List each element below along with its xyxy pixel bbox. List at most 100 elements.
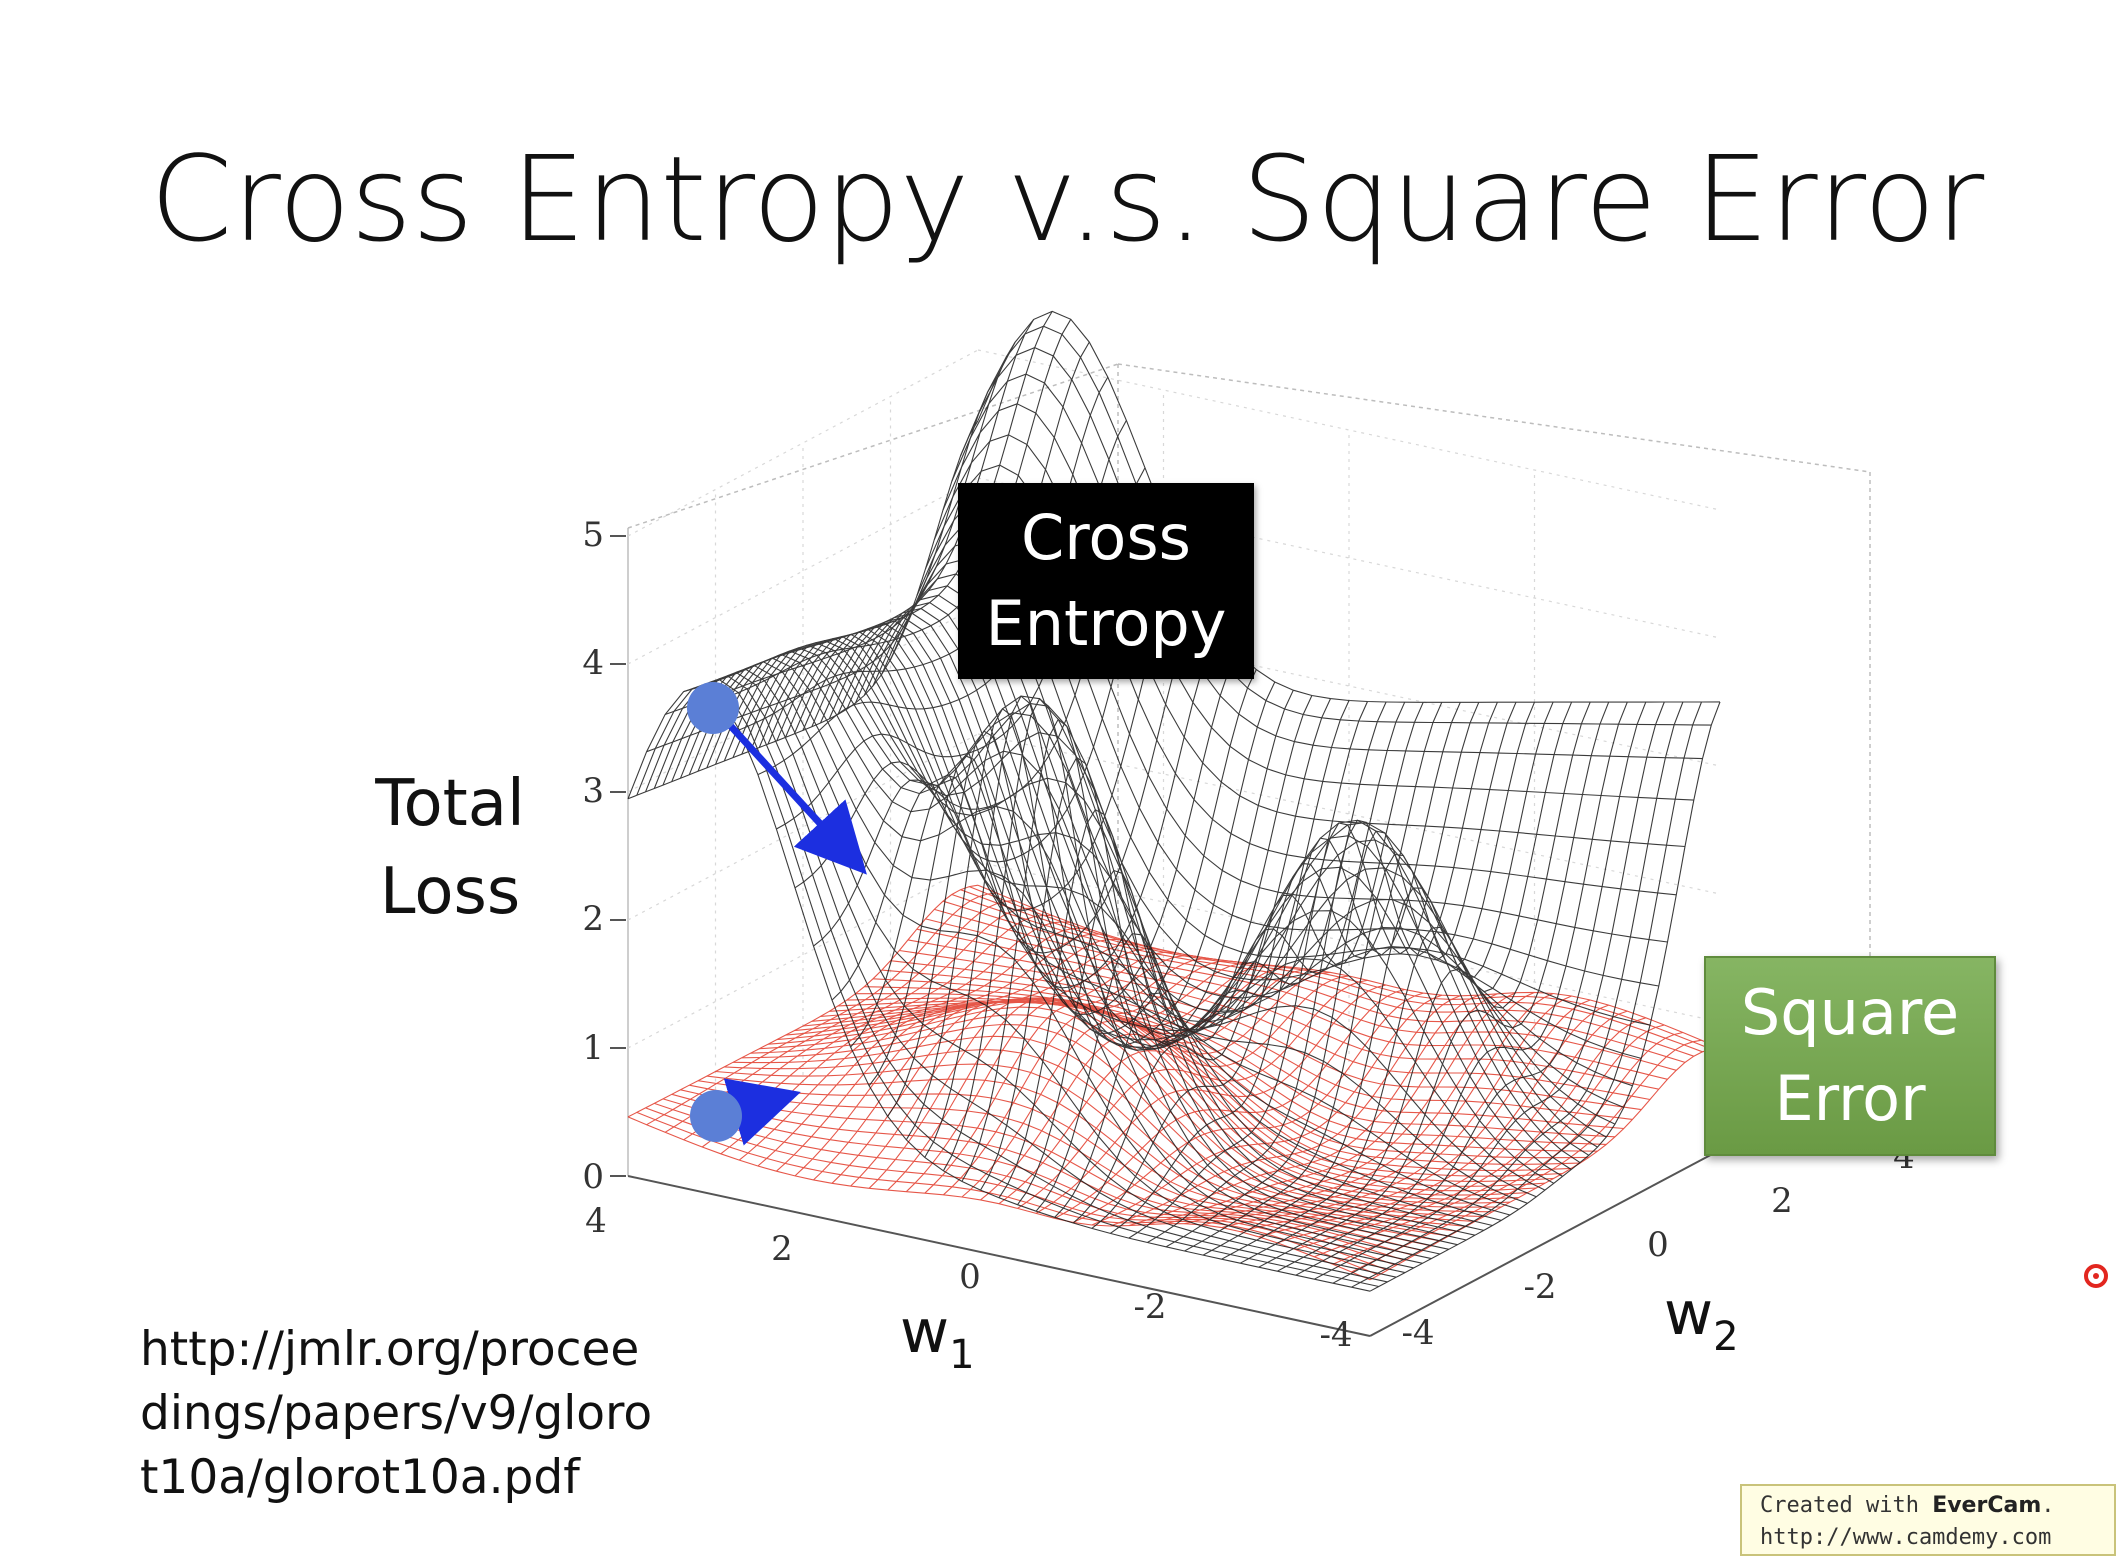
recording-cursor-icon	[2084, 1264, 2108, 1288]
mesh-red-line-w2-18	[785, 997, 1528, 1196]
z-tick-5: 5	[582, 515, 604, 555]
square-error-marker	[690, 1090, 742, 1142]
mesh-red-line-w2-27	[864, 986, 1607, 1145]
z-axis-label-line1: Total	[375, 767, 525, 841]
mesh-black-line-w2-23	[828, 616, 1572, 1170]
mesh-red-line-w1-24	[1072, 992, 1424, 1223]
mesh-red-line-w2-6	[680, 1089, 1423, 1252]
mesh-black-line-w2-14	[749, 640, 1493, 1227]
w1-tick-neg2: -2	[1133, 1287, 1166, 1327]
evercam-url: http://www.camdemy.com	[1760, 1525, 2052, 1550]
mesh-black-line-w2-24	[837, 612, 1581, 1164]
mesh-black-line-w2-0	[627, 685, 1371, 1292]
mesh-red-line-w2-8	[697, 1080, 1441, 1242]
grid-z4-left	[627, 477, 979, 665]
z-ticks: 0 1 2 3 4 5	[582, 515, 604, 1197]
grid-z1-right	[977, 861, 1721, 1023]
evercam-watermark: Created with EverCam. http://www.camdemy…	[1740, 1484, 2116, 1556]
cross-entropy-mesh	[627, 310, 1721, 1292]
evercam-suffix: .	[2041, 1493, 2055, 1518]
z-tick-2: 2	[582, 899, 604, 939]
mesh-black-line-w2-16	[767, 635, 1511, 1216]
square-error-tag-line2: Error	[1774, 1062, 1926, 1135]
mesh-black-line-w2-10	[714, 650, 1458, 1246]
evercam-brand: EverCam	[1932, 1493, 2042, 1518]
z-tick-3: 3	[582, 771, 604, 811]
mesh-red-line-w2-2	[645, 1107, 1388, 1271]
mesh-red-line-w2-21	[811, 1000, 1554, 1182]
z-axis-label-line2: Loss	[379, 855, 521, 929]
mesh-black-line-w2-22	[819, 620, 1563, 1177]
mesh-black-line-w2-4	[662, 672, 1406, 1274]
w1-ticks: 4 2 0 -2 -4	[585, 1201, 1352, 1355]
w1-tick-0: 0	[959, 1257, 981, 1297]
reference-url[interactable]: http://jmlr.org/proceedings/papers/v9/gl…	[140, 1322, 653, 1505]
mesh-red-line-w2-7	[689, 1084, 1432, 1247]
grid-z3-right	[977, 605, 1721, 767]
w1-tick-4: 4	[585, 1201, 607, 1241]
w2-axis-line	[1369, 1149, 1721, 1337]
grid-z5-left	[627, 349, 979, 537]
mesh-red-line-w2-32	[907, 939, 1651, 1101]
slide-title: Cross Entropy v.s. Square Error	[150, 130, 1985, 268]
grid-z3-left	[627, 605, 979, 793]
cross-entropy-gradient-arrow	[713, 707, 867, 875]
z-tick-4: 4	[582, 643, 604, 683]
mesh-black-line-w1-15	[905, 669, 1257, 1141]
mesh-red-line-w2-23	[829, 1001, 1572, 1172]
w1-tick-neg4: -4	[1319, 1315, 1352, 1355]
mesh-black-line-w2-5	[671, 668, 1414, 1269]
axis-labels: w1 w2	[900, 1279, 1739, 1378]
mesh-red-line-w2-38	[960, 889, 1703, 1053]
mesh-red-line-w2-1	[636, 1111, 1380, 1276]
w2-tick-neg4: -4	[1401, 1313, 1434, 1353]
evercam-line1: Created with EverCam.	[1760, 1490, 2114, 1522]
mesh-red-line-w2-10	[715, 1063, 1458, 1232]
back-gridlines	[627, 349, 1721, 1130]
box-edge-top-left	[627, 363, 1119, 529]
mesh-black-line-w2-15	[758, 637, 1502, 1221]
cross-entropy-tag-line2: Entropy	[985, 587, 1227, 660]
mesh-black-line-w2-40	[977, 310, 1721, 703]
mesh-black-line-w2-11	[723, 647, 1467, 1241]
mesh-red-line-w2-39	[969, 886, 1712, 1050]
mesh-red-line-w2-34	[925, 918, 1668, 1080]
evercam-prefix: Created with	[1760, 1493, 1933, 1518]
mesh-black-line-w2-18	[784, 631, 1528, 1204]
z-tick-0: 0	[582, 1157, 604, 1197]
mesh-red-line-w2-17	[776, 998, 1519, 1200]
mesh-red-line-w2-29	[881, 969, 1624, 1130]
w2-axis-label: w2	[1664, 1279, 1739, 1360]
z-axis-label: Total Loss	[350, 760, 550, 936]
w2-tick-neg2: -2	[1523, 1267, 1556, 1307]
mesh-black-line-w2-21	[811, 623, 1555, 1184]
mesh-red-line-w1-36	[1295, 1017, 1646, 1251]
floor-axes	[627, 1149, 1721, 1337]
mesh-black-line-w2-17	[776, 633, 1519, 1210]
square-error-tag: Square Error	[1704, 956, 1996, 1156]
mesh-red-line-w2-0	[627, 1116, 1371, 1281]
mesh-black-line-w1-16	[924, 681, 1276, 1158]
mesh-red-line-w2-20	[802, 998, 1546, 1187]
mesh-red-line-w2-26	[855, 993, 1598, 1152]
mesh-black-line-w2-8	[697, 657, 1441, 1255]
cross-entropy-marker	[687, 682, 739, 734]
mesh-black-line-w2-9	[706, 653, 1449, 1250]
mesh-black-line-w2-19	[793, 629, 1537, 1198]
z-tick-1: 1	[582, 1028, 604, 1068]
mesh-red-line-w2-19	[794, 997, 1537, 1192]
grid-z1-left	[627, 861, 979, 1049]
cross-entropy-tag-line1: Cross	[1021, 501, 1191, 574]
mesh-black-line-w2-37	[951, 373, 1694, 801]
square-error-mesh	[627, 884, 1721, 1281]
mesh-black-line-w2-7	[688, 661, 1432, 1260]
mesh-black-line-w2-38	[959, 347, 1703, 760]
mesh-red-line-w2-15	[759, 1006, 1502, 1208]
grid-z2-left	[627, 733, 979, 921]
mesh-red-line-w2-22	[820, 1001, 1563, 1177]
w2-tick-2: 2	[1771, 1181, 1793, 1221]
mesh-black-line-w2-39	[968, 325, 1712, 726]
grid-z5-right	[977, 349, 1721, 511]
